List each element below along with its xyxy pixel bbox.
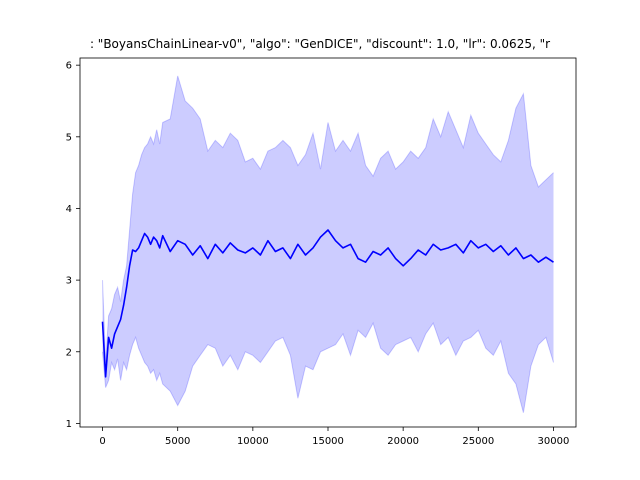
x-tick-label: 0 <box>99 436 105 447</box>
x-tick-label: 30000 <box>538 436 570 447</box>
x-tick-label: 10000 <box>237 436 269 447</box>
band-lower-edge <box>102 321 554 413</box>
y-tick-label: 1 <box>66 419 72 430</box>
plot-area <box>101 75 554 413</box>
y-axis: 1 2 3 4 5 6 <box>66 61 80 430</box>
confidence-band <box>102 75 554 413</box>
x-tick-label: 15000 <box>312 436 344 447</box>
x-tick-label: 20000 <box>387 436 419 447</box>
band-upper-edge <box>102 75 554 363</box>
mean-line <box>101 229 554 378</box>
chart-title: : "BoyansChainLinear-v0", "algo": "GenDI… <box>90 37 550 51</box>
x-tick-label: 5000 <box>165 436 190 447</box>
x-axis: 0 5000 10000 15000 20000 25000 30000 <box>99 427 569 447</box>
y-tick-label: 3 <box>66 276 72 287</box>
x-tick-label: 25000 <box>462 436 494 447</box>
y-tick-label: 6 <box>66 61 72 72</box>
y-tick-label: 5 <box>66 132 72 143</box>
y-tick-label: 2 <box>66 347 72 358</box>
y-tick-label: 4 <box>66 204 72 215</box>
